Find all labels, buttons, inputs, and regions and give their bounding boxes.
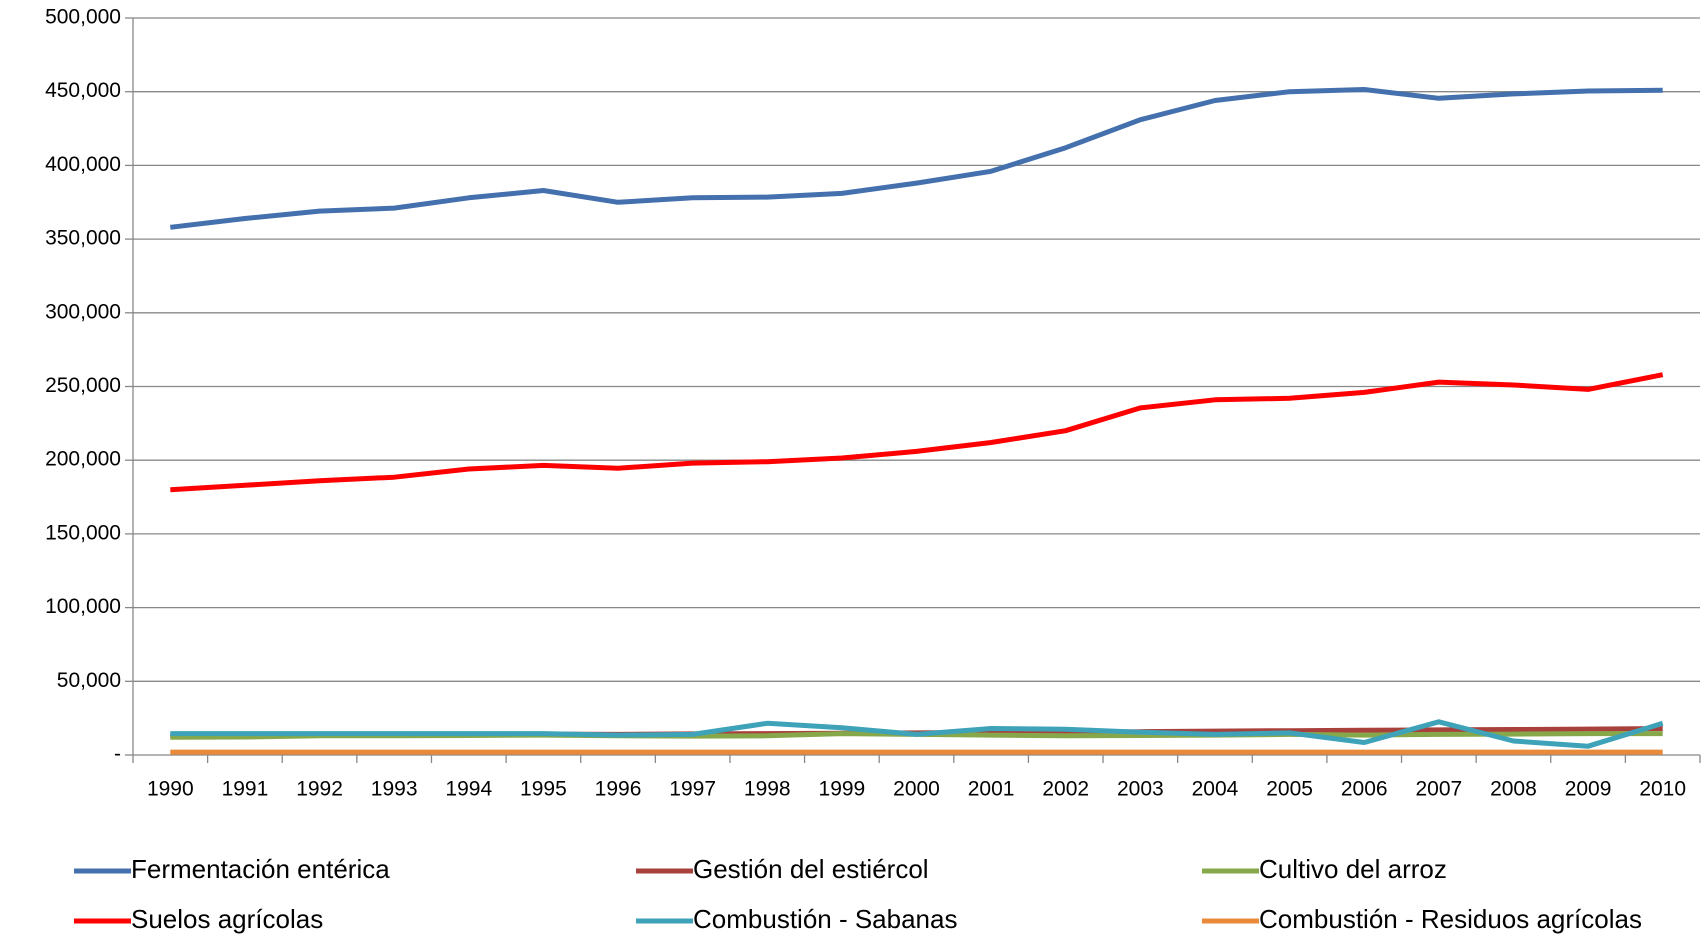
x-tick-label: 2008 — [1490, 778, 1537, 801]
series-line — [170, 719, 1664, 749]
legend-label: Combustión - Residuos agrícolas — [1259, 904, 1642, 934]
x-tick-label: 1995 — [520, 778, 567, 801]
y-tick-label: 150,000 — [45, 521, 121, 544]
x-tick-label: 1991 — [222, 778, 269, 801]
x-tick-label: 2000 — [893, 778, 940, 801]
x-tick-label: 1990 — [147, 778, 194, 801]
x-tick-label: 2004 — [1192, 778, 1239, 801]
x-tick-label: 2010 — [1639, 778, 1686, 801]
y-tick-label: 300,000 — [45, 300, 121, 323]
x-tick-label: 2003 — [1117, 778, 1164, 801]
x-tick-label: 1996 — [595, 778, 642, 801]
y-tick-label: 400,000 — [45, 153, 121, 176]
y-tick-label: 100,000 — [45, 595, 121, 618]
legend-label: Cultivo del arroz — [1259, 854, 1447, 884]
y-tick-label: 350,000 — [45, 227, 121, 250]
x-tick-label: 2006 — [1341, 778, 1388, 801]
y-tick-label: 450,000 — [45, 79, 121, 102]
x-tick-label: 1998 — [744, 778, 791, 801]
x-tick-label: 2005 — [1266, 778, 1313, 801]
x-tick-label: 1999 — [819, 778, 866, 801]
x-tick-label: 1997 — [669, 778, 716, 801]
series-line — [170, 87, 1663, 230]
legend-label: Suelos agrícolas — [131, 904, 323, 934]
x-tick-label: 2001 — [968, 778, 1015, 801]
legend-label: Gestión del estiércol — [693, 854, 929, 884]
series-line — [170, 372, 1664, 493]
x-tick-label: 2009 — [1565, 778, 1612, 801]
y-tick-label: 250,000 — [45, 374, 121, 397]
legend-label: Combustión - Sabanas — [693, 904, 957, 934]
x-tick-label: 1994 — [445, 778, 492, 801]
y-tick-label: - — [114, 743, 121, 766]
x-tick-label: 2007 — [1415, 778, 1462, 801]
y-tick-label: 50,000 — [57, 669, 121, 692]
x-tick-label: 2002 — [1042, 778, 1089, 801]
y-tick-label: 500,000 — [45, 6, 121, 29]
x-tick-label: 1992 — [296, 778, 343, 801]
x-tick-label: 1993 — [371, 778, 418, 801]
legend-label: Fermentación entérica — [131, 854, 390, 884]
y-tick-label: 200,000 — [45, 448, 121, 471]
